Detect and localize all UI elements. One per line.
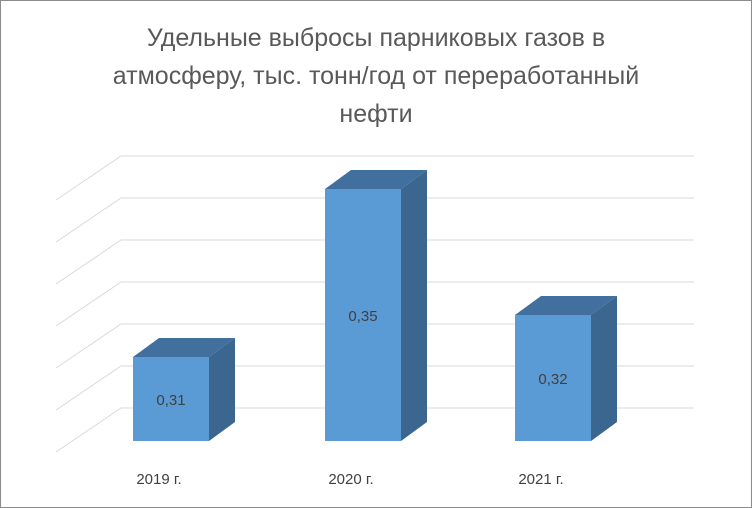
x-tick-label: 2020 г. xyxy=(328,471,373,488)
data-label: 0,35 xyxy=(348,308,377,325)
grid-line xyxy=(55,323,694,369)
bar xyxy=(325,189,401,441)
bar-top xyxy=(515,296,617,315)
data-label: 0,31 xyxy=(156,392,185,409)
bar-side xyxy=(591,296,617,441)
grid-line xyxy=(55,197,694,243)
bar-side xyxy=(401,170,427,441)
grid-line xyxy=(55,239,694,285)
grid-line xyxy=(55,281,694,327)
chart-title: Удельные выбросы парниковых газов в атмо… xyxy=(112,24,640,128)
bar-top xyxy=(325,170,427,189)
grid-line xyxy=(55,365,694,411)
bar xyxy=(515,315,591,441)
bar-side xyxy=(209,338,235,441)
grid-line xyxy=(55,155,694,201)
bar xyxy=(133,357,209,441)
grid-line xyxy=(55,407,694,453)
bar-top xyxy=(133,338,235,357)
x-tick-label: 2021 г. xyxy=(518,471,563,488)
x-tick-label: 2019 г. xyxy=(136,471,181,488)
data-label: 0,32 xyxy=(538,371,567,388)
